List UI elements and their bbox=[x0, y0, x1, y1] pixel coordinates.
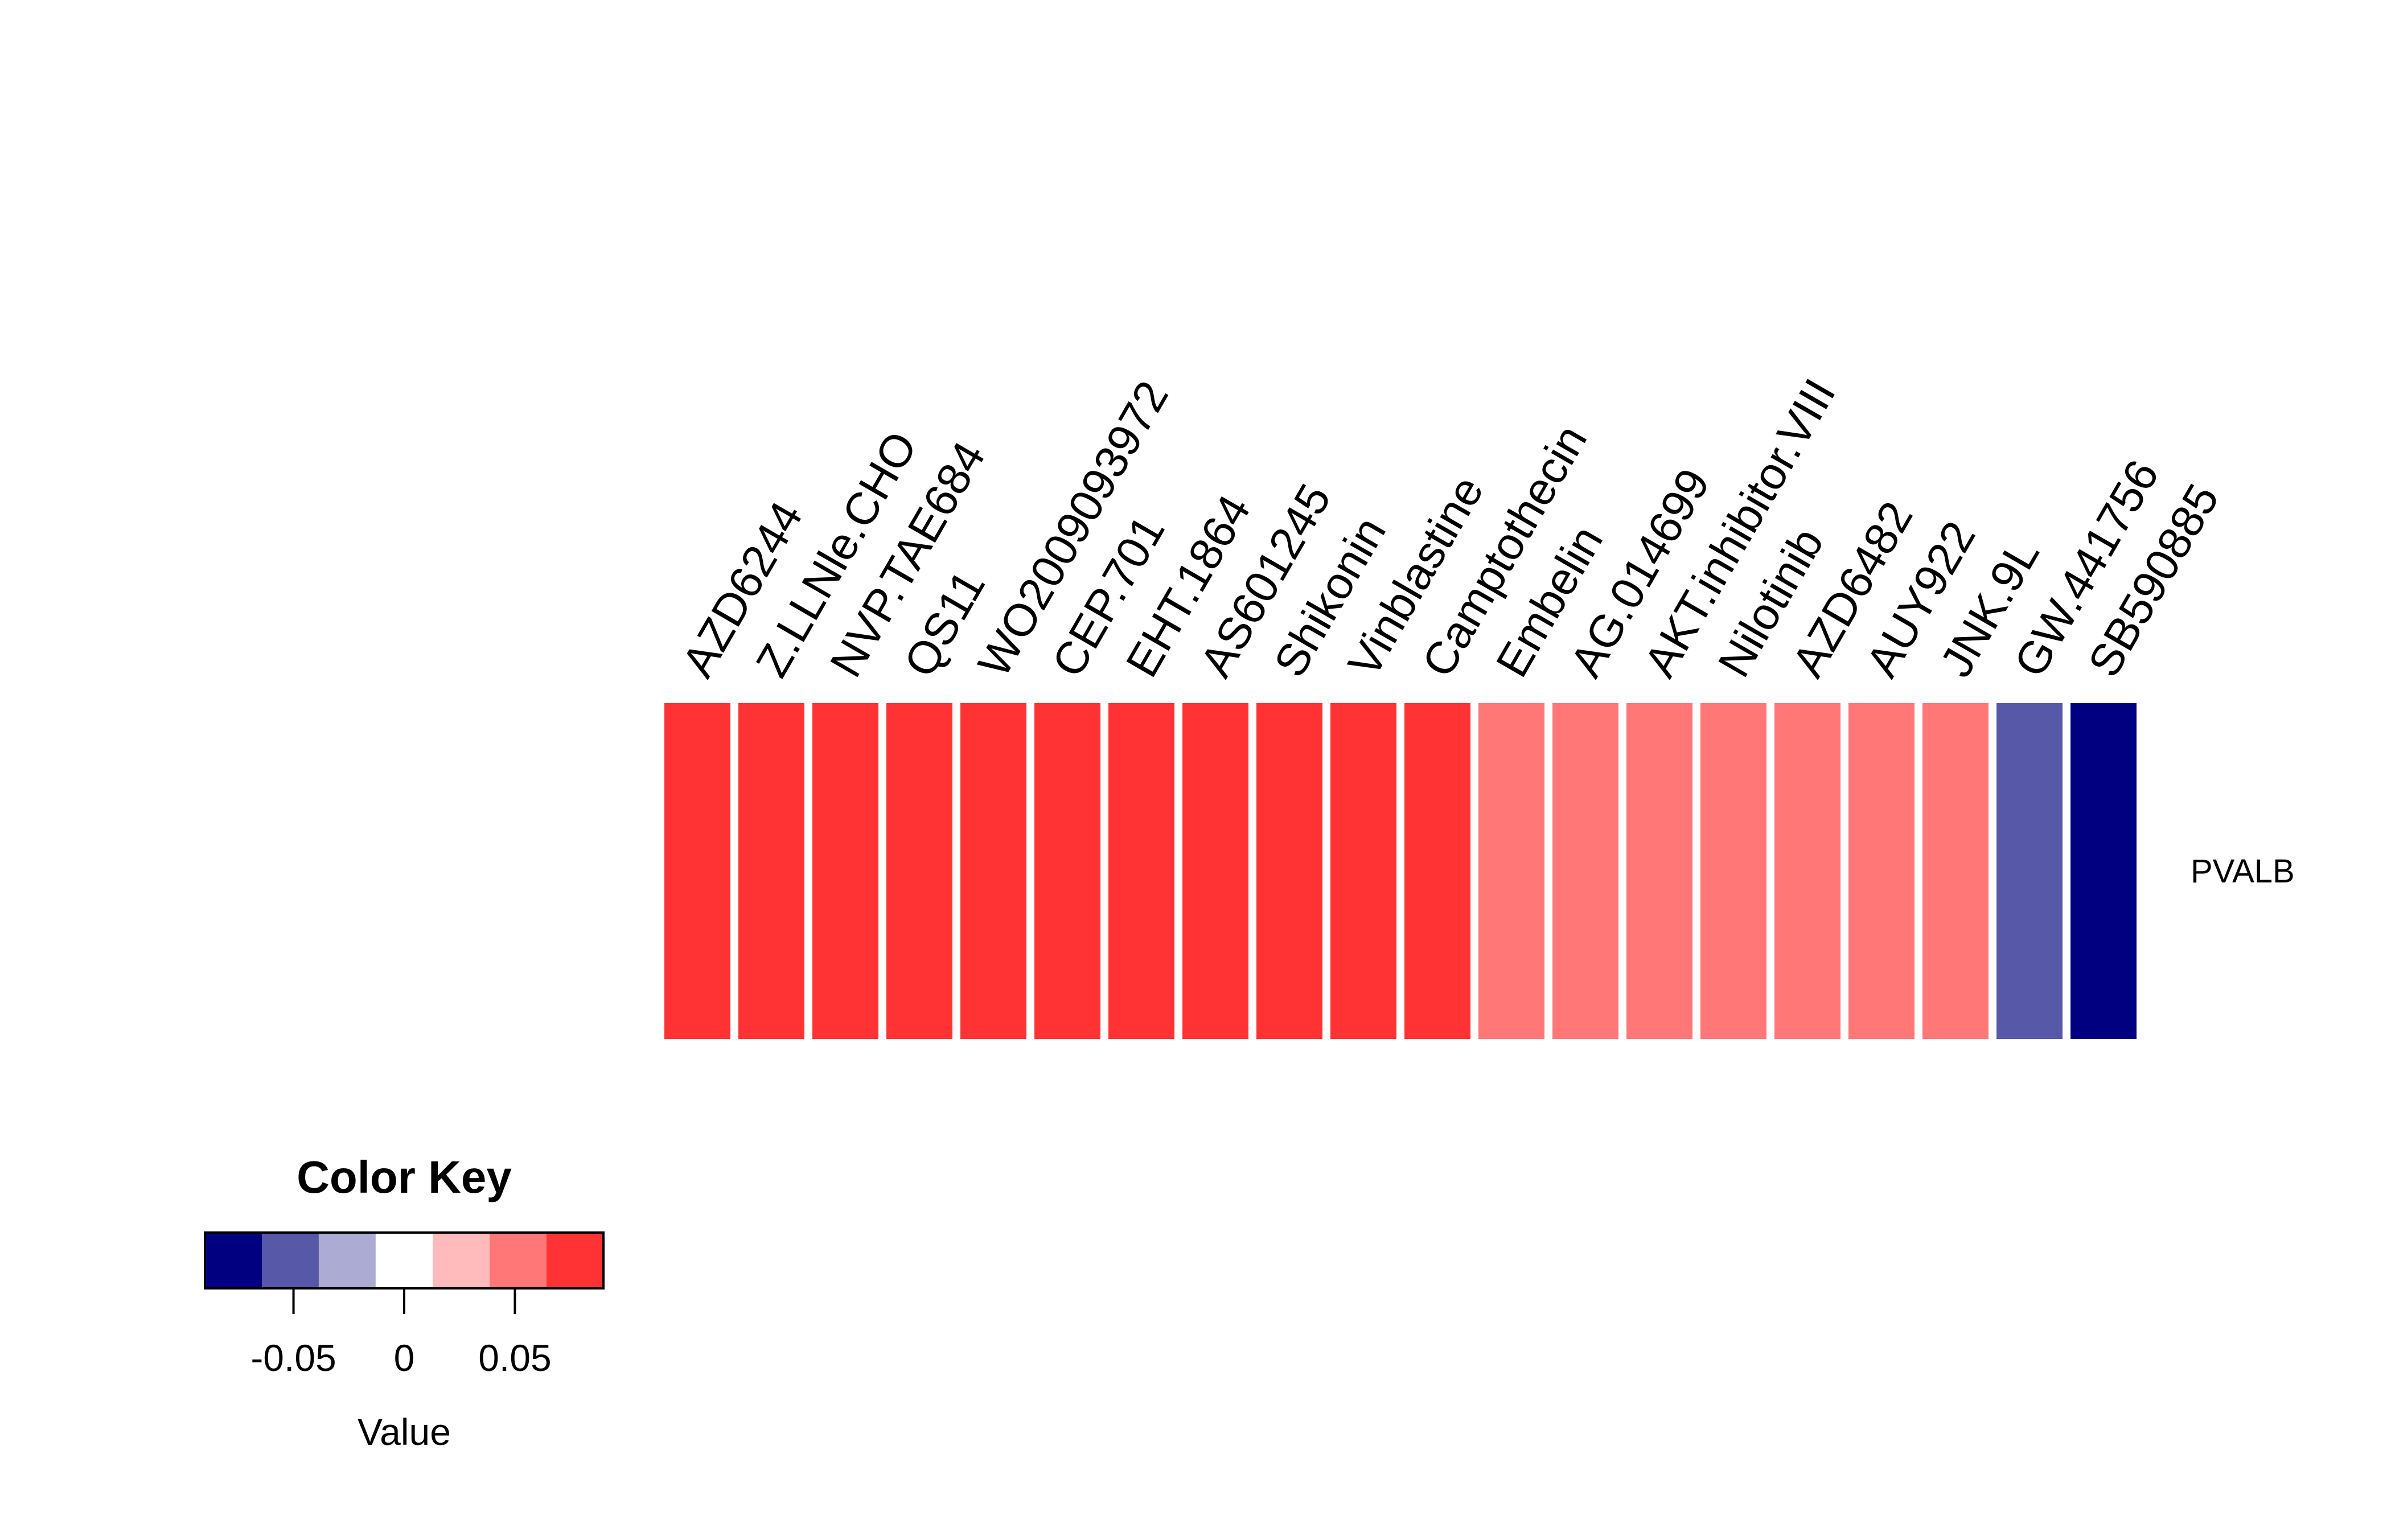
color-key-swatch bbox=[547, 1233, 604, 1288]
heatmap-cell bbox=[1922, 703, 1989, 1039]
color-key-swatch bbox=[433, 1233, 490, 1288]
row-label: PVALB bbox=[2191, 853, 2295, 890]
heatmap-cell bbox=[1256, 703, 1322, 1039]
color-key-swatch bbox=[205, 1233, 262, 1288]
row-labels: PVALB bbox=[2191, 853, 2295, 890]
heatmap-cell bbox=[1330, 703, 1396, 1039]
color-key-tick-label: -0.05 bbox=[250, 1337, 336, 1379]
heatmap-cell bbox=[738, 703, 804, 1039]
color-key-tick-label: 0 bbox=[394, 1337, 415, 1379]
heatmap-cell bbox=[1404, 703, 1470, 1039]
heatmap-cell bbox=[1108, 703, 1174, 1039]
color-key-tick-label: 0.05 bbox=[478, 1337, 551, 1379]
heatmap-cell bbox=[1034, 703, 1100, 1039]
column-labels: AZD6244Z.LLNle.CHONVP.TAE684QS11WO200909… bbox=[672, 371, 2229, 685]
heatmap-cell bbox=[1700, 703, 1766, 1039]
color-key-title: Color Key bbox=[297, 1152, 512, 1202]
color-key: Color Key -0.05 0 0.05 Value bbox=[204, 1152, 605, 1453]
heatmap-cells bbox=[664, 703, 2137, 1039]
color-key-swatch bbox=[375, 1233, 433, 1288]
heatmap-cell bbox=[1182, 703, 1248, 1039]
heatmap-cell bbox=[1996, 703, 2063, 1039]
heatmap-cell bbox=[1848, 703, 1915, 1039]
heatmap-cell bbox=[812, 703, 878, 1039]
color-key-swatch bbox=[261, 1233, 319, 1288]
color-key-xlabel: Value bbox=[358, 1411, 451, 1453]
color-key-swatch bbox=[490, 1233, 547, 1288]
heatmap-cell bbox=[1478, 703, 1544, 1039]
heatmap-cell bbox=[664, 703, 730, 1039]
color-key-ticks: -0.05 0 0.05 bbox=[250, 1288, 552, 1379]
heatmap-cell bbox=[1626, 703, 1692, 1039]
color-key-swatches bbox=[205, 1233, 604, 1288]
heatmap-cell bbox=[960, 703, 1026, 1039]
heatmap-cell bbox=[2070, 703, 2137, 1039]
heatmap-cell bbox=[1774, 703, 1841, 1039]
heatmap-cell bbox=[1552, 703, 1618, 1039]
color-key-swatch bbox=[318, 1233, 376, 1288]
heatmap-cell bbox=[886, 703, 952, 1039]
